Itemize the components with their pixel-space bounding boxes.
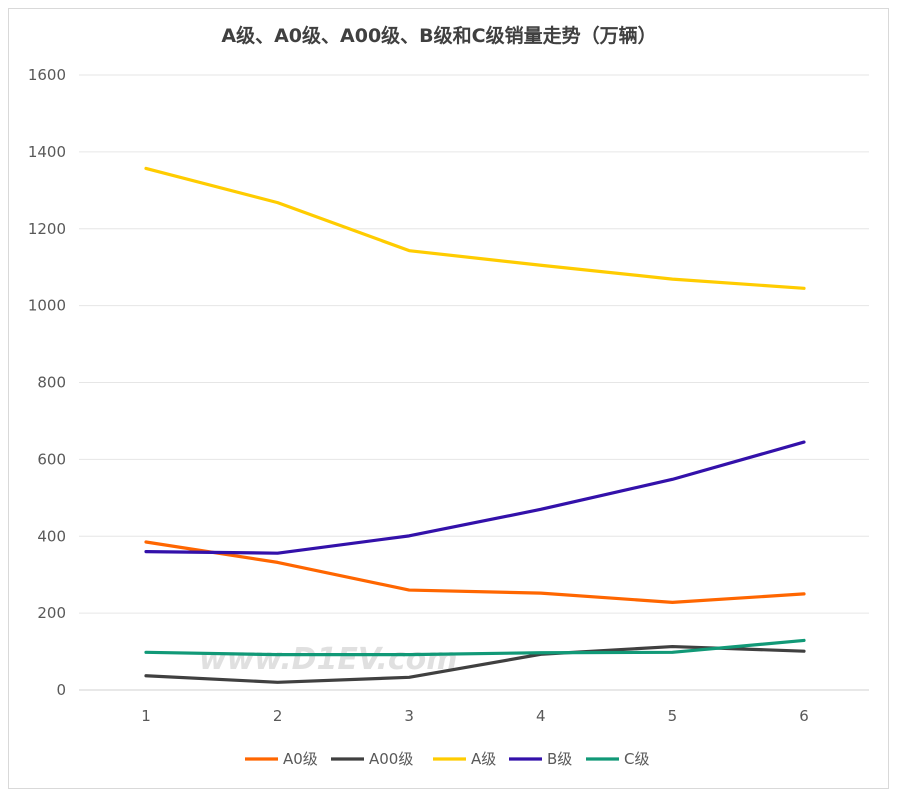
series-line-2 [144,166,806,290]
y-tick-label: 600 [37,450,66,468]
legend-label: A级 [471,750,496,768]
x-tick-label: 3 [404,707,414,725]
x-tick-label: 4 [536,707,546,725]
grid-lines [79,74,869,691]
series-line-3 [144,440,806,555]
x-tick-label: 6 [799,707,809,725]
legend-label: C级 [624,750,649,768]
legend-label: A0级 [283,750,318,768]
y-tick-label: 1400 [28,143,66,161]
legend-label: A00级 [369,750,413,768]
series-lines [144,166,806,684]
y-tick-label: 1600 [28,66,66,84]
series-line-0 [144,540,806,604]
chart-frame: A级、A0级、A00级、B级和C级销量走势（万辆） 0 200 400 600 800 1… [8,8,889,789]
y-tick-label: 200 [37,604,66,622]
y-tick-label: 1200 [28,220,66,238]
series-line-1 [144,644,806,684]
y-tick-label: 0 [56,681,66,699]
chart-title: A级、A0级、A00级、B级和C级销量走势（万辆） [221,24,656,47]
y-tick-label: 1000 [28,297,66,315]
x-tick-label: 2 [273,707,283,725]
x-tick-label: 5 [668,707,678,725]
y-tick-label: 400 [37,527,66,545]
x-axis-ticks: 1 2 3 4 5 6 [141,707,809,725]
y-tick-label: 800 [37,374,66,392]
y-axis-ticks: 0 200 400 600 800 1000 1200 1400 1600 [28,66,66,699]
legend: A0级 A00级 A级 B级 C级 [245,750,649,768]
series-line-4 [144,638,806,657]
line-chart: A级、A0级、A00级、B级和C级销量走势（万辆） 0 200 400 600 800 1… [28,24,869,768]
legend-label: B级 [547,750,572,768]
watermark-text: www.D1EV.com [199,642,458,677]
x-tick-label: 1 [141,707,151,725]
